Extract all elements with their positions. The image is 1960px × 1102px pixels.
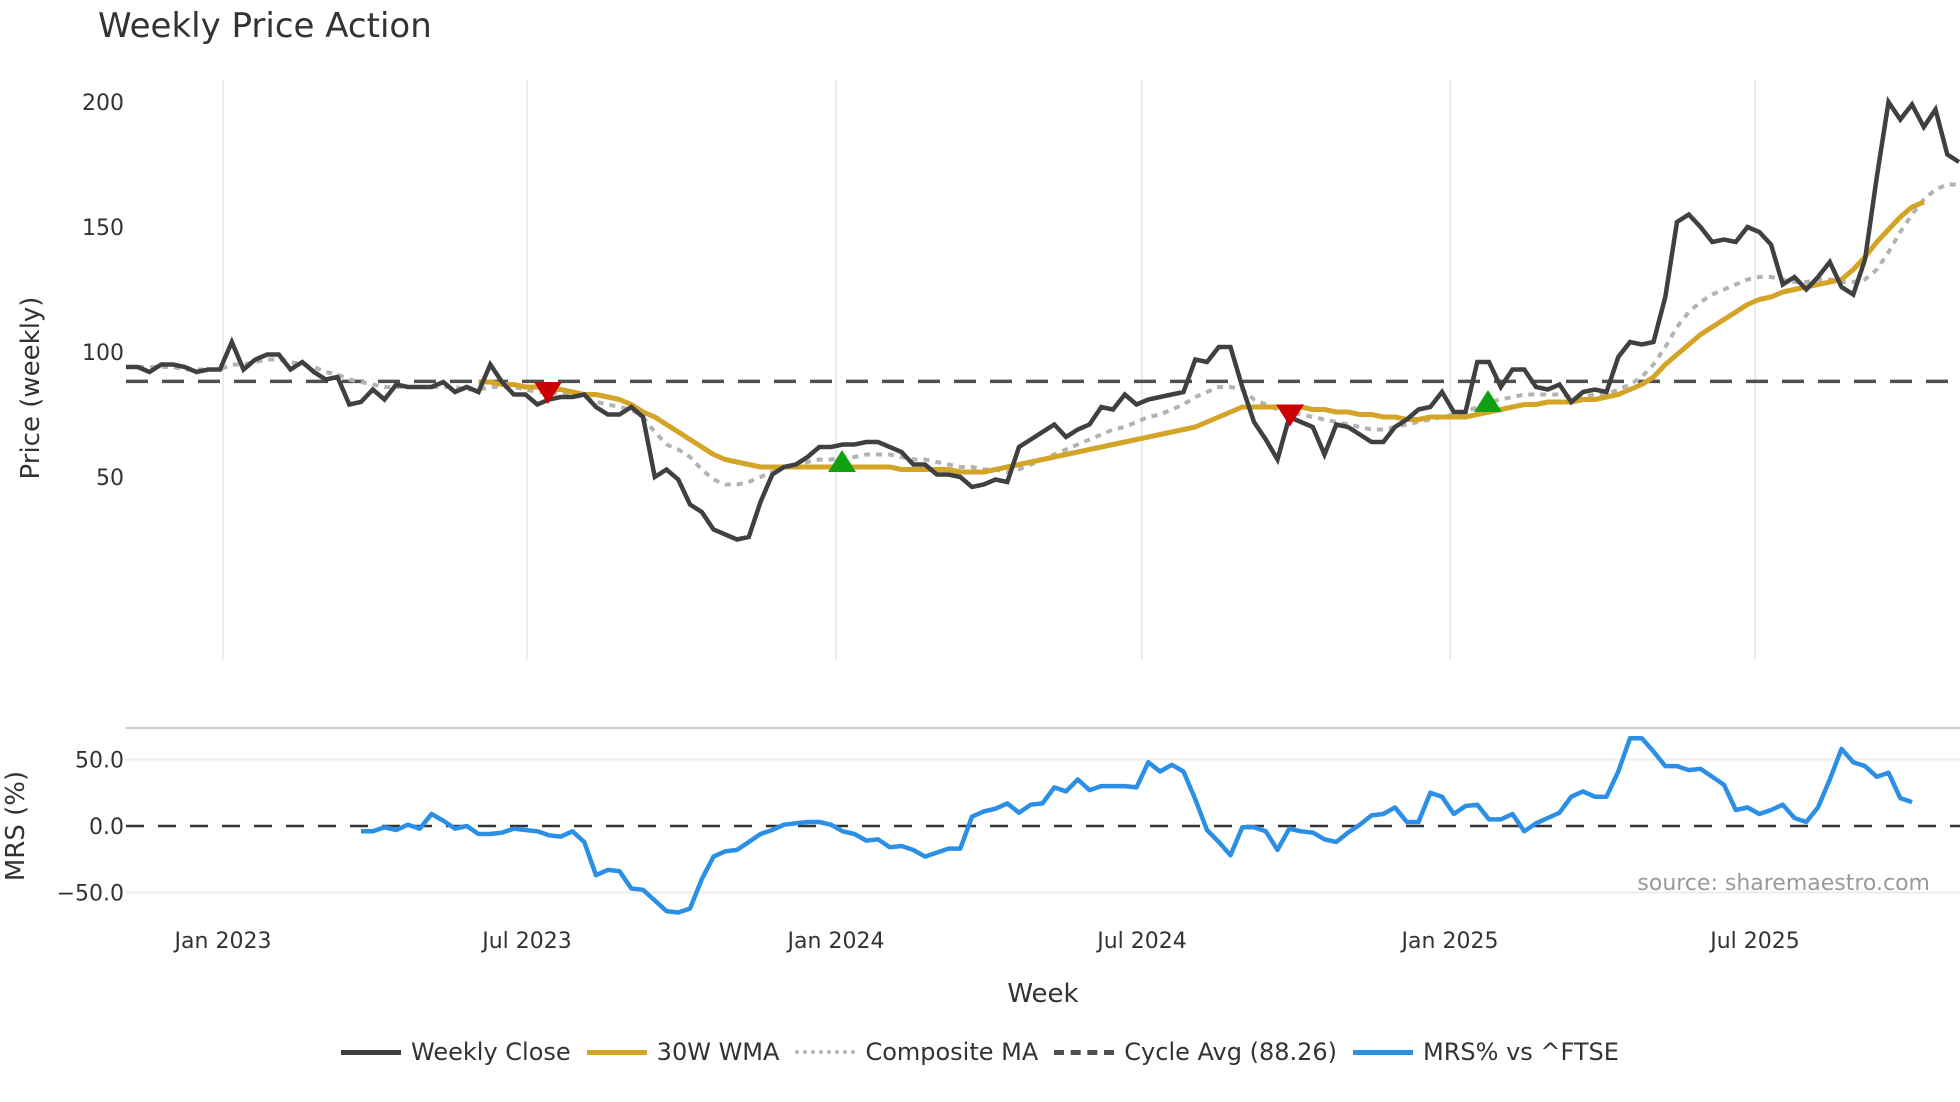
source-attribution: source: sharemaestro.com bbox=[1637, 871, 1930, 896]
svg-text:Jul 2024: Jul 2024 bbox=[1095, 929, 1187, 954]
legend-item[interactable]: 30W WMA bbox=[586, 1038, 780, 1066]
vertical-gridlines bbox=[222, 80, 1756, 660]
legend-swatch-icon bbox=[586, 1049, 647, 1055]
svg-text:50: 50 bbox=[96, 466, 124, 491]
wma-30w-line bbox=[478, 199, 1925, 475]
svg-text:150: 150 bbox=[82, 216, 124, 241]
legend-swatch-icon bbox=[1054, 1049, 1115, 1055]
mrs-y-ticks: −50.0 0.0 50.0 bbox=[57, 749, 1960, 907]
chart-title: Weekly Price Action bbox=[98, 6, 432, 46]
sell-signal-marker-icon bbox=[1276, 404, 1304, 427]
legend-label: Weekly Close bbox=[411, 1038, 571, 1066]
legend-item[interactable]: Cycle Avg (88.26) bbox=[1054, 1038, 1337, 1066]
legend-swatch-icon bbox=[1353, 1049, 1414, 1055]
legend: Weekly Close 30W WMA Composite MA Cycle Avg… bbox=[0, 1038, 1960, 1066]
mrs-y-axis-label: MRS (%) bbox=[1, 771, 31, 881]
buy-signal-marker-icon bbox=[828, 450, 856, 472]
svg-text:Jul 2023: Jul 2023 bbox=[480, 929, 572, 954]
buy-signal-marker-icon bbox=[1474, 390, 1502, 412]
svg-text:Jan 2025: Jan 2025 bbox=[1400, 929, 1499, 954]
price-y-axis-label: Price (weekly) bbox=[16, 297, 46, 480]
legend-swatch-icon bbox=[795, 1050, 856, 1054]
legend-label: MRS% vs ^FTSE bbox=[1423, 1038, 1619, 1066]
legend-label: 30W WMA bbox=[656, 1038, 780, 1066]
svg-text:Jul 2025: Jul 2025 bbox=[1708, 929, 1800, 954]
legend-label: Composite MA bbox=[865, 1038, 1039, 1066]
legend-item[interactable]: MRS% vs ^FTSE bbox=[1353, 1038, 1619, 1066]
svg-text:100: 100 bbox=[82, 341, 124, 366]
svg-text:−50.0: −50.0 bbox=[57, 882, 124, 907]
svg-text:50.0: 50.0 bbox=[75, 749, 124, 774]
weekly-close-line bbox=[126, 95, 1960, 542]
legend-item[interactable]: Composite MA bbox=[795, 1038, 1038, 1066]
price-y-ticks: 50 100 150 200 bbox=[82, 91, 124, 491]
legend-item[interactable]: Weekly Close bbox=[341, 1038, 571, 1066]
svg-text:200: 200 bbox=[82, 91, 124, 116]
legend-label: Cycle Avg (88.26) bbox=[1124, 1038, 1338, 1066]
svg-text:Jan 2023: Jan 2023 bbox=[173, 929, 272, 954]
svg-text:0.0: 0.0 bbox=[89, 815, 124, 840]
svg-text:Jan 2024: Jan 2024 bbox=[786, 929, 885, 954]
legend-swatch-icon bbox=[341, 1049, 402, 1055]
sell-signal-marker-icon bbox=[534, 382, 562, 404]
composite-ma-line bbox=[126, 182, 1959, 487]
x-axis-label: Week bbox=[1007, 979, 1078, 1009]
x-axis-ticks: Jan 2023 Jul 2023 Jan 2024 Jul 2024 Jan 2025… bbox=[173, 929, 1800, 954]
mrs-line bbox=[361, 735, 1913, 915]
signal-markers bbox=[534, 382, 1502, 472]
